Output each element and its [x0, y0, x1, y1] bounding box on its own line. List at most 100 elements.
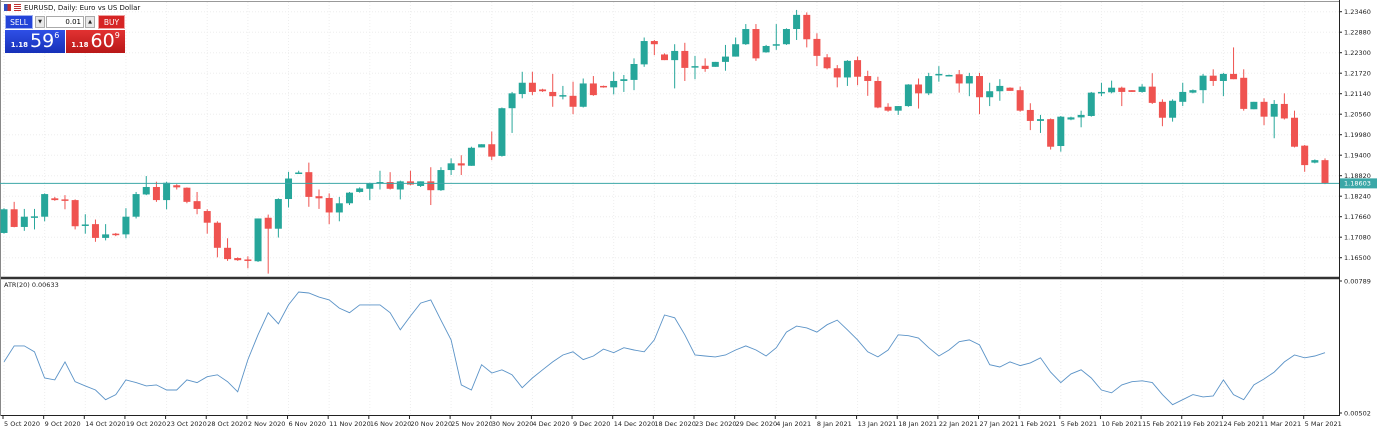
bear-candle-body: [51, 198, 59, 201]
bear-candle-body: [569, 95, 577, 107]
bull-candle-body: [1169, 100, 1177, 118]
bull-candle-body: [711, 61, 719, 67]
candle: [1108, 80, 1116, 94]
bear-candle-body: [112, 233, 120, 236]
candle: [549, 73, 557, 107]
candle: [986, 82, 994, 107]
date-tick-label: 18 Jan 2021: [898, 420, 937, 428]
atr-indicator: 0.00789 0.00502: [3, 277, 1371, 417]
candle: [721, 44, 729, 71]
candle: [417, 181, 425, 188]
lot-decrease-button[interactable]: ▼: [35, 16, 45, 28]
candle: [285, 171, 293, 208]
bear-candle-body: [488, 144, 496, 157]
price-tick-label: 1.18240: [1344, 193, 1371, 201]
candle: [61, 195, 69, 210]
candle: [894, 106, 902, 115]
candle: [681, 42, 689, 81]
buy-price[interactable]: 1.18 60 9: [66, 30, 125, 53]
bull-candle-body: [81, 224, 89, 226]
bull-candle-body: [142, 187, 150, 195]
candle: [976, 72, 984, 115]
candle: [142, 176, 150, 196]
candle: [366, 182, 374, 201]
price-tick-label: 1.19400: [1344, 152, 1371, 160]
candle: [1169, 99, 1177, 122]
bull-candle-body: [579, 83, 587, 107]
bear-candle-body: [1301, 145, 1309, 166]
bull-candle-body: [1189, 90, 1197, 93]
date-tick-label: 19 Feb 2021: [1183, 420, 1223, 428]
bear-candle-body: [61, 199, 69, 201]
bear-candle-body: [234, 258, 242, 261]
bull-candle-body: [843, 60, 851, 78]
bear-candle-body: [955, 74, 963, 84]
bull-candle-body: [285, 178, 293, 200]
bear-candle-body: [1016, 90, 1024, 111]
bull-candle-body: [559, 95, 567, 97]
candle: [1097, 82, 1105, 97]
bull-candle-body: [335, 203, 343, 213]
lot-increase-button[interactable]: ▲: [85, 16, 95, 28]
bull-candle-body: [1036, 119, 1044, 121]
bear-candle-body: [305, 172, 313, 197]
buy-price-pips: 60: [90, 30, 115, 52]
bull-candle-body: [904, 84, 912, 107]
candle: [610, 71, 618, 95]
bull-candle-body: [0, 209, 8, 233]
bear-candle-body: [1128, 90, 1136, 92]
date-tick-label: 20 Nov 2020: [410, 420, 452, 428]
candle: [386, 172, 394, 190]
candle: [1036, 114, 1044, 133]
candle: [71, 199, 79, 230]
candle: [1270, 100, 1278, 139]
candle: [884, 103, 892, 112]
candle: [152, 181, 160, 202]
buy-button[interactable]: BUY: [98, 15, 125, 29]
bear-candle-body: [539, 89, 547, 92]
bear-candle-body: [1006, 87, 1014, 91]
price-tick-label: 1.18820: [1344, 172, 1371, 180]
bull-candle-body: [782, 29, 790, 45]
candle: [518, 71, 526, 99]
bear-candle-body: [854, 60, 862, 77]
price-tick-label: 1.23460: [1344, 8, 1371, 16]
lot-size-input[interactable]: [46, 16, 84, 28]
sell-price[interactable]: 1.18 59 6: [5, 30, 65, 53]
bear-candle-body: [681, 50, 689, 68]
candle: [833, 65, 841, 88]
bull-candle-body: [20, 216, 28, 227]
bear-candle-body: [1291, 117, 1299, 147]
bull-candle-body: [437, 170, 445, 191]
candle: [20, 208, 28, 231]
usd-flag-icon: [14, 4, 21, 11]
candle: [244, 256, 252, 269]
date-tick-label: 1 Mar 2021: [1264, 420, 1301, 428]
candle: [854, 56, 862, 86]
bear-candle-body: [203, 211, 211, 223]
bear-candle-body: [1047, 119, 1055, 147]
bull-candle-body: [132, 194, 140, 217]
candle: [376, 170, 384, 190]
date-tick-label: 5 Oct 2020: [4, 420, 40, 428]
buy-price-prefix: 1.18: [71, 41, 89, 49]
candle: [539, 88, 547, 92]
bear-candle-body: [386, 182, 394, 189]
candle: [671, 44, 679, 89]
candle: [447, 158, 455, 175]
candle: [254, 218, 262, 262]
bull-candle-body: [467, 147, 475, 166]
sell-button[interactable]: SELL: [5, 15, 33, 29]
atr-tick-label: 0.00789: [1344, 277, 1371, 285]
candle: [1280, 93, 1288, 120]
date-tick-label: 5 Mar 2021: [1305, 420, 1342, 428]
candle: [183, 187, 191, 204]
candle: [274, 198, 282, 238]
bull-candle-body: [41, 194, 49, 217]
candle: [1158, 99, 1166, 127]
bull-candle-body: [295, 172, 303, 175]
candle: [559, 85, 567, 100]
bear-candle-body: [10, 209, 18, 227]
bear-candle-body: [325, 197, 333, 213]
